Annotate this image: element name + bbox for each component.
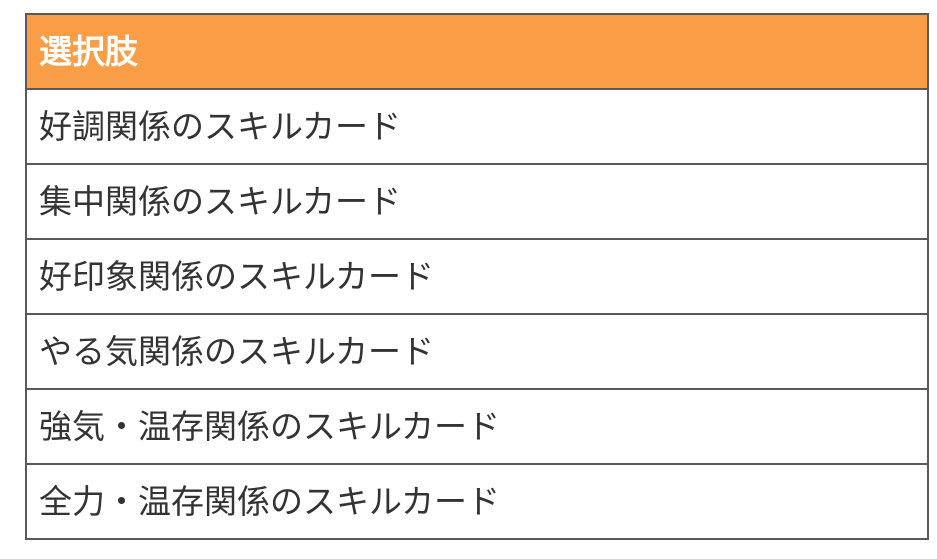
- table-row: 集中関係のスキルカード: [25, 163, 929, 240]
- header-cell: 選択肢: [25, 13, 929, 90]
- table-row: やる気関係のスキルカード: [25, 313, 929, 390]
- choice-cell: 集中関係のスキルカード: [25, 163, 929, 240]
- table-row: 強気・温存関係のスキルカード: [25, 388, 929, 465]
- choices-table: 選択肢 好調関係のスキルカード 集中関係のスキルカード 好印象関係のスキルカード…: [25, 13, 929, 540]
- choice-cell: 好調関係のスキルカード: [25, 88, 929, 165]
- table-row: 全力・温存関係のスキルカード: [25, 463, 929, 540]
- header-row: 選択肢: [25, 13, 929, 90]
- choices-table-body: 好調関係のスキルカード 集中関係のスキルカード 好印象関係のスキルカード やる気…: [25, 88, 929, 540]
- choice-cell: 強気・温存関係のスキルカード: [25, 388, 929, 465]
- choice-cell: 好印象関係のスキルカード: [25, 238, 929, 315]
- table-row: 好調関係のスキルカード: [25, 88, 929, 165]
- table-row: 好印象関係のスキルカード: [25, 238, 929, 315]
- choice-cell: やる気関係のスキルカード: [25, 313, 929, 390]
- choice-cell: 全力・温存関係のスキルカード: [25, 463, 929, 540]
- choices-table-head: 選択肢: [25, 13, 929, 90]
